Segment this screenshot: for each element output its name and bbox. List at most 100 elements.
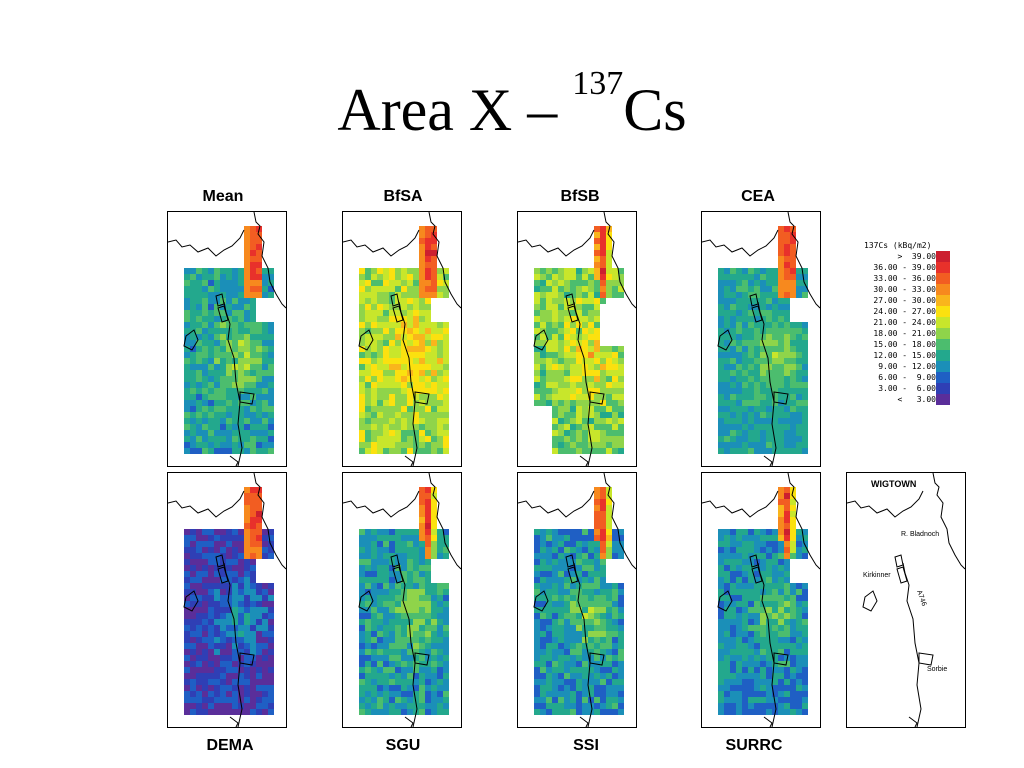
map-cell — [742, 643, 748, 649]
map-outline — [217, 305, 229, 323]
map-cell — [184, 352, 190, 358]
map-cell — [754, 595, 760, 601]
map-cell — [431, 286, 437, 292]
map-cell — [778, 238, 784, 244]
map-cell — [389, 625, 395, 631]
map-cell — [588, 394, 594, 400]
map-cell — [534, 310, 540, 316]
map-cell — [395, 685, 401, 691]
map-cell — [407, 424, 413, 430]
map-cell — [407, 400, 413, 406]
map-cell — [576, 637, 582, 643]
map-cell — [262, 334, 268, 340]
map-cell — [407, 703, 413, 709]
legend-swatch — [936, 328, 950, 339]
map-cell — [558, 274, 564, 280]
map-cell — [724, 364, 730, 370]
map-cell — [425, 340, 431, 346]
map-cell — [262, 529, 268, 535]
map-cell — [790, 244, 796, 250]
map-cell — [546, 655, 552, 661]
map-cell — [784, 631, 790, 637]
map-cell — [718, 286, 724, 292]
map-cell — [262, 667, 268, 673]
map-cell — [540, 310, 546, 316]
map-cell — [772, 400, 778, 406]
map-cell — [407, 358, 413, 364]
map-cell — [600, 595, 606, 601]
map-cell — [401, 406, 407, 412]
map-cell — [419, 256, 425, 262]
map-cell — [431, 661, 437, 667]
map-cell — [419, 394, 425, 400]
map-cell — [395, 286, 401, 292]
map-cell — [238, 430, 244, 436]
map-cell — [766, 340, 772, 346]
map-cell — [558, 304, 564, 310]
map-cell — [238, 529, 244, 535]
map-cell — [564, 571, 570, 577]
map-cell — [766, 643, 772, 649]
map-cell — [558, 394, 564, 400]
map-cell — [618, 535, 624, 541]
map-cell — [606, 619, 612, 625]
map-cell — [784, 430, 790, 436]
map-cell — [796, 541, 802, 547]
map-cell — [214, 400, 220, 406]
map-cell — [742, 583, 748, 589]
map-cell — [724, 382, 730, 388]
map-cell — [534, 583, 540, 589]
map-cell — [748, 661, 754, 667]
map-cell — [431, 280, 437, 286]
map-cell — [778, 382, 784, 388]
map-outline — [717, 329, 733, 351]
map-cell — [730, 328, 736, 334]
map-cell — [413, 673, 419, 679]
map-cell — [413, 679, 419, 685]
map-cell — [778, 649, 784, 655]
map-cell — [558, 679, 564, 685]
map-cell — [784, 697, 790, 703]
map-cell — [582, 661, 588, 667]
map-cell — [600, 370, 606, 376]
map-cell — [612, 673, 618, 679]
map-outline — [773, 652, 789, 666]
map-cell — [618, 370, 624, 376]
map-cell — [576, 649, 582, 655]
map-cell — [256, 661, 262, 667]
map-cell — [413, 685, 419, 691]
map-cell — [419, 352, 425, 358]
map-cell — [742, 376, 748, 382]
map-cell — [534, 589, 540, 595]
map-cell — [718, 304, 724, 310]
map-cell — [796, 334, 802, 340]
map-cell — [546, 364, 552, 370]
legend-bin-label: 3.00 - 6.00 — [878, 384, 936, 393]
map-cell — [778, 505, 784, 511]
map-outline — [589, 391, 605, 405]
map-cell — [784, 511, 790, 517]
map-cell — [407, 268, 413, 274]
map-cell — [790, 376, 796, 382]
map-cell — [250, 310, 256, 316]
map-cell — [226, 322, 232, 328]
map-cell — [766, 541, 772, 547]
map-cell — [612, 280, 618, 286]
map-cell — [772, 430, 778, 436]
map-cell — [232, 340, 238, 346]
map-cell — [564, 394, 570, 400]
map-cell — [588, 589, 594, 595]
map-cell — [262, 589, 268, 595]
map-outline — [579, 455, 589, 466]
map-cell — [606, 529, 612, 535]
map-cell — [594, 256, 600, 262]
map-cell — [208, 673, 214, 679]
map-cell — [772, 613, 778, 619]
ref-map-outline — [896, 566, 908, 584]
map-cell — [802, 709, 808, 715]
map-cell — [359, 553, 365, 559]
map-cell — [226, 430, 232, 436]
map-cell — [582, 649, 588, 655]
map-cell — [268, 673, 274, 679]
map-cell — [401, 571, 407, 577]
